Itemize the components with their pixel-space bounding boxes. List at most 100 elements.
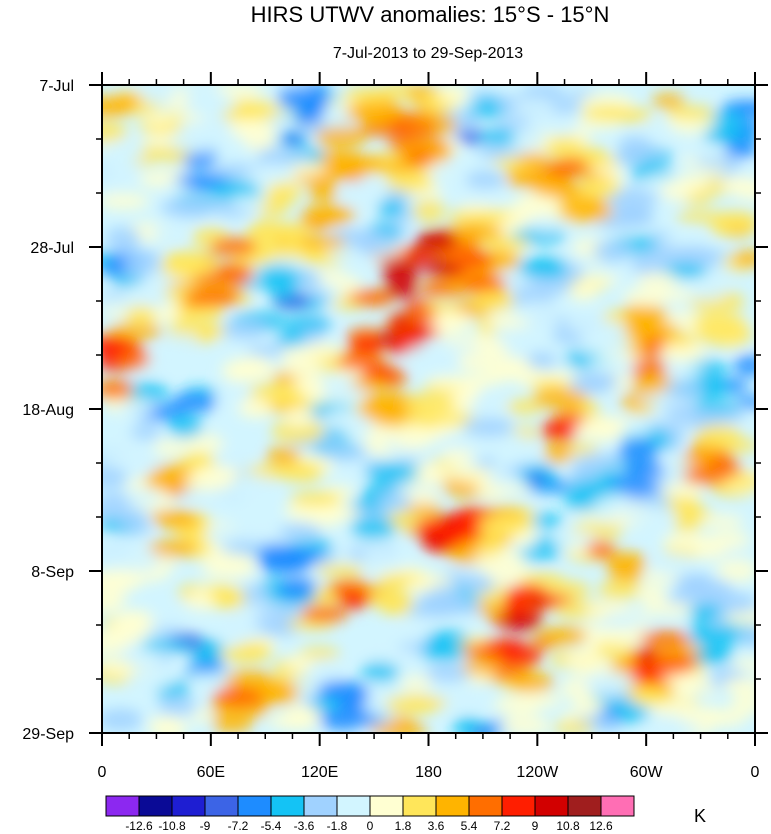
anomaly-patch (604, 186, 659, 211)
colorbar-label: -9 (200, 819, 211, 833)
anomaly-patch (477, 236, 531, 250)
anomaly-patch (187, 660, 226, 674)
anomaly-patch (349, 289, 394, 306)
anomaly-patch (120, 549, 160, 573)
colorbar-label: 10.8 (556, 819, 580, 833)
anomaly-patch (208, 553, 255, 571)
y-tick-label: 29-Sep (22, 726, 74, 743)
colorbar-swatch (138, 795, 173, 817)
anomaly-patch (583, 671, 636, 695)
anomaly-patch (361, 549, 407, 573)
anomaly-patch (733, 250, 755, 267)
anomaly-patch (102, 594, 123, 614)
anomaly-patch (594, 625, 649, 646)
anomaly-patch (378, 597, 417, 616)
anomaly-patch (359, 399, 409, 422)
anomaly-patch (125, 305, 156, 325)
colorbar-swatch (501, 795, 536, 817)
anomaly-patch (140, 639, 194, 652)
anomaly-patch (561, 200, 613, 223)
anomaly-patch (664, 345, 698, 358)
x-tick-label: 0 (751, 764, 760, 781)
anomaly-patch (167, 333, 199, 351)
anomaly-patch (453, 507, 485, 529)
anomaly-patch (575, 453, 625, 469)
anomaly-patch (356, 232, 399, 256)
anomaly-patch (437, 85, 470, 104)
anomaly-patch (404, 150, 435, 165)
anomaly-patch (636, 272, 679, 289)
anomaly-patch (142, 112, 175, 126)
colorbar-swatch (468, 795, 503, 817)
anomaly-patch (278, 316, 332, 332)
anomaly-patch (407, 503, 442, 516)
anomaly-patch (702, 125, 748, 145)
anomaly-patch (217, 619, 262, 643)
anomaly-patch (651, 93, 685, 108)
anomaly-patch (639, 630, 691, 648)
anomaly-patch (179, 433, 224, 455)
colorbar-swatch (204, 795, 239, 817)
anomaly-patch (386, 723, 428, 733)
anomaly-patch (642, 122, 675, 139)
anomaly-patch (138, 85, 178, 97)
anomaly-patch (461, 659, 502, 674)
anomaly-patch (592, 495, 635, 516)
anomaly-patch (425, 663, 472, 683)
x-tick-label: 60E (197, 764, 225, 781)
colorbar-label: 0 (367, 819, 374, 833)
anomaly-patch (530, 177, 574, 197)
anomaly-patch (105, 226, 141, 250)
anomaly-patch (693, 649, 727, 665)
colorbar-swatch (237, 795, 272, 817)
anomaly-patch (361, 661, 400, 683)
anomaly-patch (102, 569, 144, 592)
anomaly-patch (102, 466, 128, 489)
anomaly-patch (434, 680, 482, 701)
colorbar-label: 12.6 (589, 819, 613, 833)
anomaly-patch (618, 439, 658, 463)
anomaly-patch (102, 379, 135, 397)
anomaly-patch (350, 517, 396, 540)
anomaly-patch (586, 540, 616, 559)
anomaly-patch (354, 178, 384, 198)
anomaly-patch (514, 192, 560, 216)
anomaly-patch (160, 197, 215, 219)
anomaly-patch (457, 351, 490, 372)
colorbar-label: -10.8 (158, 819, 186, 833)
anomaly-patch (736, 395, 755, 408)
plot-area (102, 85, 755, 733)
anomaly-patch (211, 587, 246, 610)
colorbar-swatch (534, 795, 569, 817)
anomaly-patch (652, 659, 693, 675)
colorbar-swatch (435, 795, 470, 817)
anomaly-core (529, 474, 546, 483)
anomaly-patch (210, 237, 257, 257)
anomaly-patch (725, 139, 755, 159)
anomaly-patch (235, 641, 272, 660)
anomaly-patch (622, 307, 655, 322)
anomaly-patch (622, 287, 669, 307)
anomaly-patch (282, 355, 323, 378)
anomaly-patch (160, 254, 212, 278)
anomaly-patch (277, 708, 319, 731)
anomaly-patch (666, 363, 705, 376)
anomaly-patch (102, 121, 128, 142)
anomaly-patch (597, 580, 644, 600)
anomaly-patch (255, 681, 297, 696)
anomaly-patch (102, 492, 131, 508)
anomaly-patch (663, 331, 698, 347)
anomaly-patch (278, 463, 313, 482)
anomaly-patch (315, 563, 365, 577)
anomaly-patch (685, 142, 725, 161)
anomaly-patch (170, 392, 217, 413)
anomaly-patch (673, 509, 702, 533)
anomaly-patch (716, 558, 755, 583)
anomaly-patch (122, 644, 155, 666)
colorbar-label: -12.6 (125, 819, 153, 833)
anomaly-patch (284, 406, 315, 428)
anomaly-patch (130, 424, 162, 441)
anomaly-patch (573, 697, 606, 713)
colorbar-label: 5.4 (461, 819, 478, 833)
anomaly-patch (350, 338, 386, 353)
